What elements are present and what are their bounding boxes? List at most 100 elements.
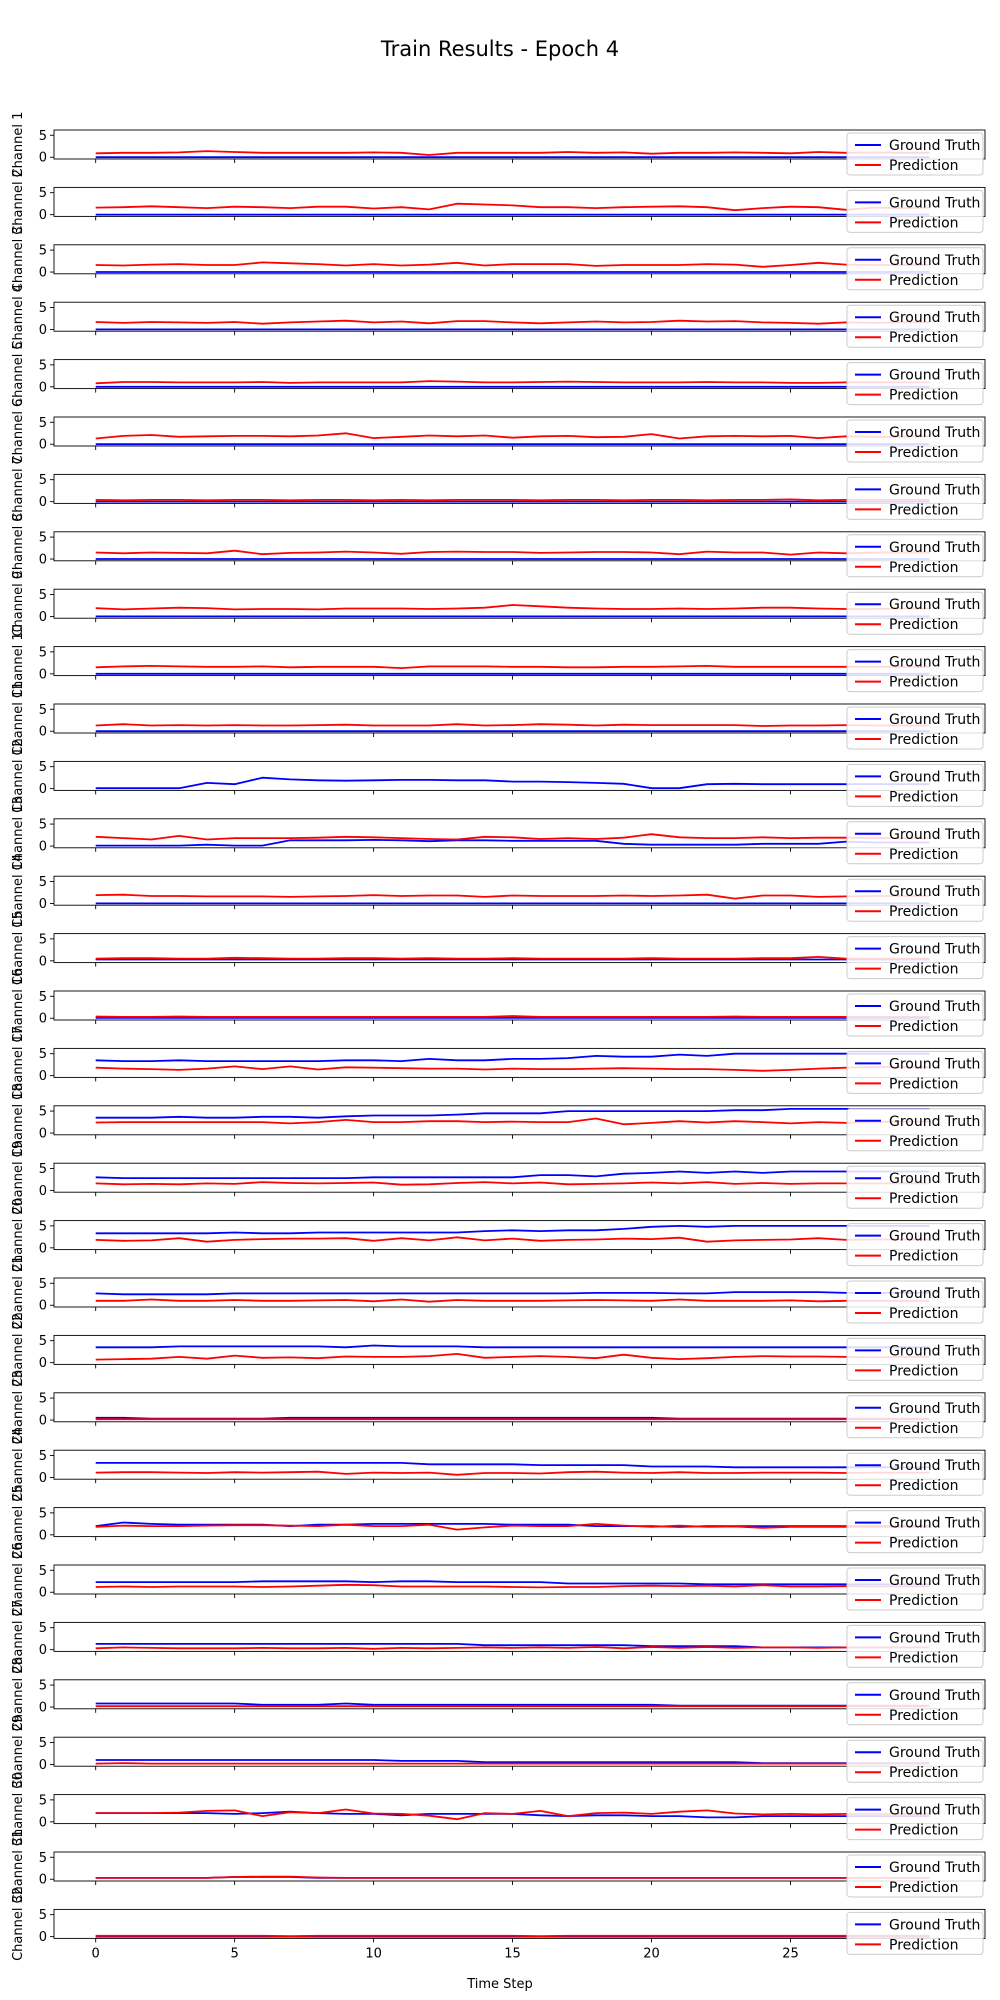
y-tick-label: 0 bbox=[39, 266, 47, 281]
y-tick-label: 5 bbox=[39, 186, 47, 201]
y-axis-label: Channel 20 bbox=[11, 1198, 26, 1272]
y-tick-label: 0 bbox=[39, 1586, 47, 1601]
subplot-22: 0 5 Channel 22 Ground Truth Prediction bbox=[11, 1313, 986, 1387]
subplot-24: 0 5 Channel 24 Ground Truth Prediction bbox=[11, 1428, 986, 1502]
axes-frame bbox=[53, 646, 986, 677]
legend: Ground Truth Prediction bbox=[846, 247, 984, 291]
legend: Ground Truth Prediction bbox=[846, 1624, 984, 1668]
legend: Ground Truth Prediction bbox=[846, 1452, 984, 1496]
y-tick-label: 0 bbox=[39, 1815, 47, 1830]
y-tick-label: 0 bbox=[39, 1069, 47, 1084]
axes-frame bbox=[53, 760, 986, 791]
legend-label-prediction: Prediction bbox=[889, 158, 959, 174]
legend-label-ground-truth: Ground Truth bbox=[889, 769, 980, 785]
x-tick-label: 10 bbox=[365, 1946, 382, 1961]
axes-frame bbox=[53, 1220, 986, 1251]
subplot-11: 0 5 Channel 11 Ground Truth Prediction bbox=[11, 681, 986, 756]
legend-label-ground-truth: Ground Truth bbox=[889, 712, 980, 728]
subplot-6: 0 5 Channel 6 Ground Truth Prediction bbox=[11, 399, 986, 464]
y-tick-label: 5 bbox=[39, 301, 47, 316]
legend: Ground Truth Prediction bbox=[846, 1223, 984, 1267]
legend-label-ground-truth: Ground Truth bbox=[889, 597, 980, 613]
y-tick-label: 0 bbox=[39, 1184, 47, 1199]
ground-truth-line bbox=[95, 1462, 930, 1469]
legend-label-ground-truth: Ground Truth bbox=[889, 655, 980, 671]
y-tick-label: 5 bbox=[39, 1851, 47, 1866]
y-tick-label: 5 bbox=[39, 990, 47, 1005]
y-axis-label: Channel 28 bbox=[11, 1657, 26, 1731]
legend-label-ground-truth: Ground Truth bbox=[889, 425, 980, 441]
prediction-line bbox=[95, 665, 930, 669]
legend-label-prediction: Prediction bbox=[889, 847, 959, 863]
subplots: 0 5 Channel 1 Ground Truth Prediction 0 5 Chann… bbox=[11, 112, 986, 1961]
legend-label-prediction: Prediction bbox=[889, 1823, 959, 1839]
legend: Ground Truth Prediction bbox=[846, 706, 984, 750]
legend: Ground Truth Prediction bbox=[846, 878, 984, 922]
y-tick-label: 0 bbox=[39, 1356, 47, 1371]
axes-frame bbox=[53, 1736, 986, 1767]
subplot-13: 0 5 Channel 13 Ground Truth Prediction bbox=[11, 796, 986, 870]
axes-frame bbox=[53, 875, 986, 906]
legend: Ground Truth Prediction bbox=[846, 362, 984, 406]
y-axis-label: Channel 15 bbox=[11, 911, 26, 985]
legend: Ground Truth Prediction bbox=[846, 476, 984, 520]
legend: Ground Truth Prediction bbox=[846, 189, 984, 233]
y-axis-label: Channel 2 bbox=[11, 169, 26, 235]
subplot-21: 0 5 Channel 21 Ground Truth Prediction bbox=[11, 1255, 986, 1330]
y-tick-label: 5 bbox=[39, 645, 47, 660]
prediction-line bbox=[95, 1181, 930, 1186]
legend-label-ground-truth: Ground Truth bbox=[889, 1458, 980, 1474]
y-axis-label: Channel 29 bbox=[11, 1715, 26, 1789]
subplot-9: 0 5 Channel 9 Ground Truth Prediction bbox=[11, 571, 986, 637]
y-tick-label: 5 bbox=[39, 1679, 47, 1694]
prediction-line bbox=[95, 202, 930, 212]
legend-label-prediction: Prediction bbox=[889, 675, 959, 691]
legend-label-ground-truth: Ground Truth bbox=[889, 999, 980, 1015]
x-tick-label: 5 bbox=[231, 1946, 239, 1961]
axes-frame bbox=[53, 1507, 986, 1538]
subplot-31: 0 5 Channel 31 Ground Truth Prediction bbox=[11, 1829, 986, 1904]
subplot-15: 0 5 Channel 15 Ground Truth Prediction bbox=[11, 911, 986, 985]
y-tick-label: 5 bbox=[39, 1506, 47, 1521]
legend-label-prediction: Prediction bbox=[889, 732, 959, 748]
y-tick-label: 0 bbox=[39, 610, 47, 625]
legend-label-ground-truth: Ground Truth bbox=[889, 253, 980, 269]
ground-truth-line bbox=[95, 1170, 930, 1179]
y-tick-label: 5 bbox=[39, 1449, 47, 1464]
ground-truth-line bbox=[95, 1108, 930, 1119]
y-axis-label: Channel 10 bbox=[11, 624, 26, 698]
y-tick-label: 5 bbox=[39, 588, 47, 603]
legend-label-prediction: Prediction bbox=[889, 1421, 959, 1437]
axes-frame bbox=[53, 186, 986, 217]
axes-frame bbox=[53, 1449, 986, 1480]
legend-label-ground-truth: Ground Truth bbox=[889, 942, 980, 958]
y-tick-label: 0 bbox=[39, 897, 47, 912]
legend: Ground Truth Prediction bbox=[846, 419, 984, 463]
y-axis-label: Channel 12 bbox=[11, 739, 26, 813]
legend-label-prediction: Prediction bbox=[889, 1708, 959, 1724]
y-axis-label: Channel 23 bbox=[11, 1370, 26, 1444]
x-axis-label: Time Step bbox=[466, 1977, 533, 1992]
prediction-line bbox=[95, 1583, 930, 1589]
y-axis-label: Channel 27 bbox=[11, 1600, 26, 1674]
axes-frame bbox=[53, 1794, 986, 1825]
legend-label-ground-truth: Ground Truth bbox=[889, 1688, 980, 1704]
legend-label-prediction: Prediction bbox=[889, 1765, 959, 1781]
legend-label-prediction: Prediction bbox=[889, 904, 959, 920]
subplot-10: 0 5 Channel 10 Ground Truth Prediction bbox=[11, 624, 986, 698]
legend-label-prediction: Prediction bbox=[889, 617, 959, 633]
y-tick-label: 5 bbox=[39, 1908, 47, 1923]
subplot-14: 0 5 Channel 14 Ground Truth Prediction bbox=[11, 854, 986, 928]
y-tick-label: 0 bbox=[39, 1873, 47, 1888]
legend: Ground Truth Prediction bbox=[846, 1854, 984, 1898]
axes-frame bbox=[53, 1564, 986, 1595]
legend-label-prediction: Prediction bbox=[889, 1937, 959, 1953]
legend: Ground Truth Prediction bbox=[846, 1567, 984, 1611]
axes-frame bbox=[53, 301, 986, 332]
subplot-16: 0 5 Channel 16 Ground Truth Prediction bbox=[11, 968, 986, 1043]
y-tick-label: 0 bbox=[39, 1528, 47, 1543]
subplot-19: 0 5 Channel 19 Ground Truth Prediction bbox=[11, 1141, 986, 1215]
legend: Ground Truth Prediction bbox=[846, 649, 984, 693]
legend-label-ground-truth: Ground Truth bbox=[889, 1229, 980, 1245]
